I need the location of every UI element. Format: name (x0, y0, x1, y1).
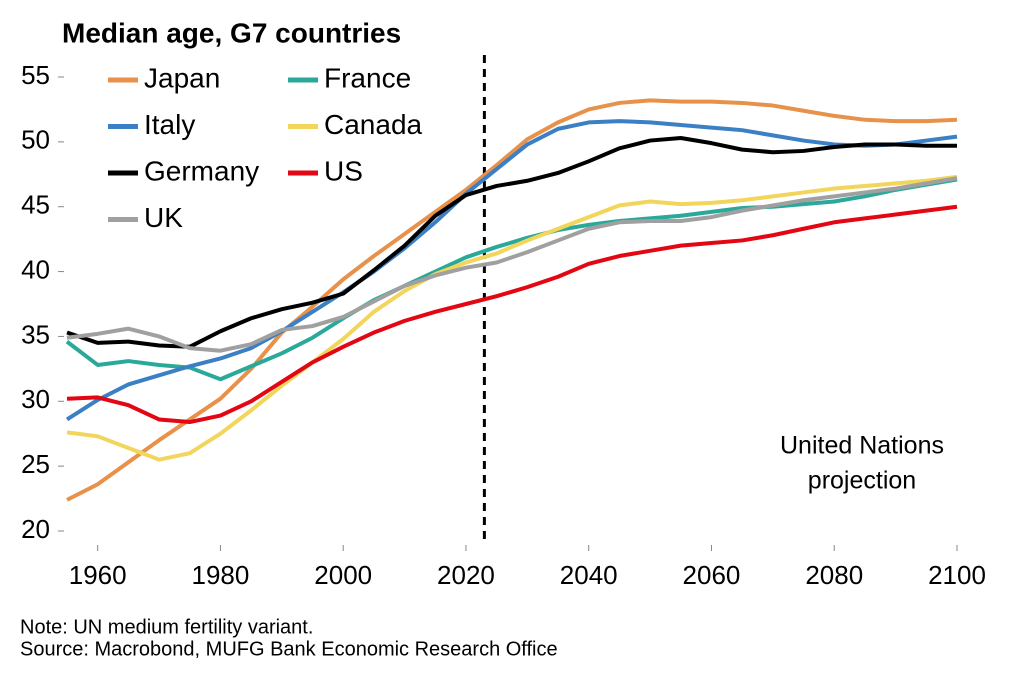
series-line (65, 119, 958, 422)
series-line (66, 98, 958, 502)
source: Source: Macrobond, MUFG Bank Economic Re… (20, 638, 558, 660)
x-tick-label: 2040 (560, 560, 618, 590)
legend-label: US (324, 155, 363, 186)
legend-label: Japan (144, 62, 220, 93)
y-tick-label: 55 (21, 60, 50, 90)
y-tick-label: 40 (21, 254, 50, 284)
note: Note: UN medium fertility variant. (20, 616, 313, 638)
legend-label: France (324, 62, 411, 93)
y-tick-label: 35 (21, 319, 50, 349)
legend-label: Italy (144, 109, 195, 140)
annotation: projection (808, 467, 916, 495)
chart-title: Median age, G7 countries (62, 17, 401, 48)
x-tick-label: 1960 (69, 560, 127, 590)
y-tick-label: 50 (21, 125, 50, 155)
annotation: United Nations (780, 432, 944, 460)
y-tick-label: 25 (21, 449, 50, 479)
series-line (66, 176, 958, 353)
x-tick-label: 2080 (805, 560, 863, 590)
x-tick-label: 2020 (437, 560, 495, 590)
y-tick-label: 45 (21, 190, 50, 220)
legend-label: UK (144, 202, 183, 233)
y-tick-label: 30 (21, 384, 50, 414)
series-line (66, 174, 958, 462)
x-tick-label: 1980 (192, 560, 250, 590)
series-line (66, 135, 957, 349)
series-line (65, 177, 958, 382)
series-line (66, 204, 958, 425)
x-tick-label: 2000 (314, 560, 372, 590)
x-tick-label: 2060 (683, 560, 741, 590)
legend-label: Germany (144, 155, 259, 186)
x-tick-label: 2100 (928, 560, 986, 590)
legend-label: Canada (324, 109, 423, 140)
y-tick-label: 20 (21, 514, 50, 544)
